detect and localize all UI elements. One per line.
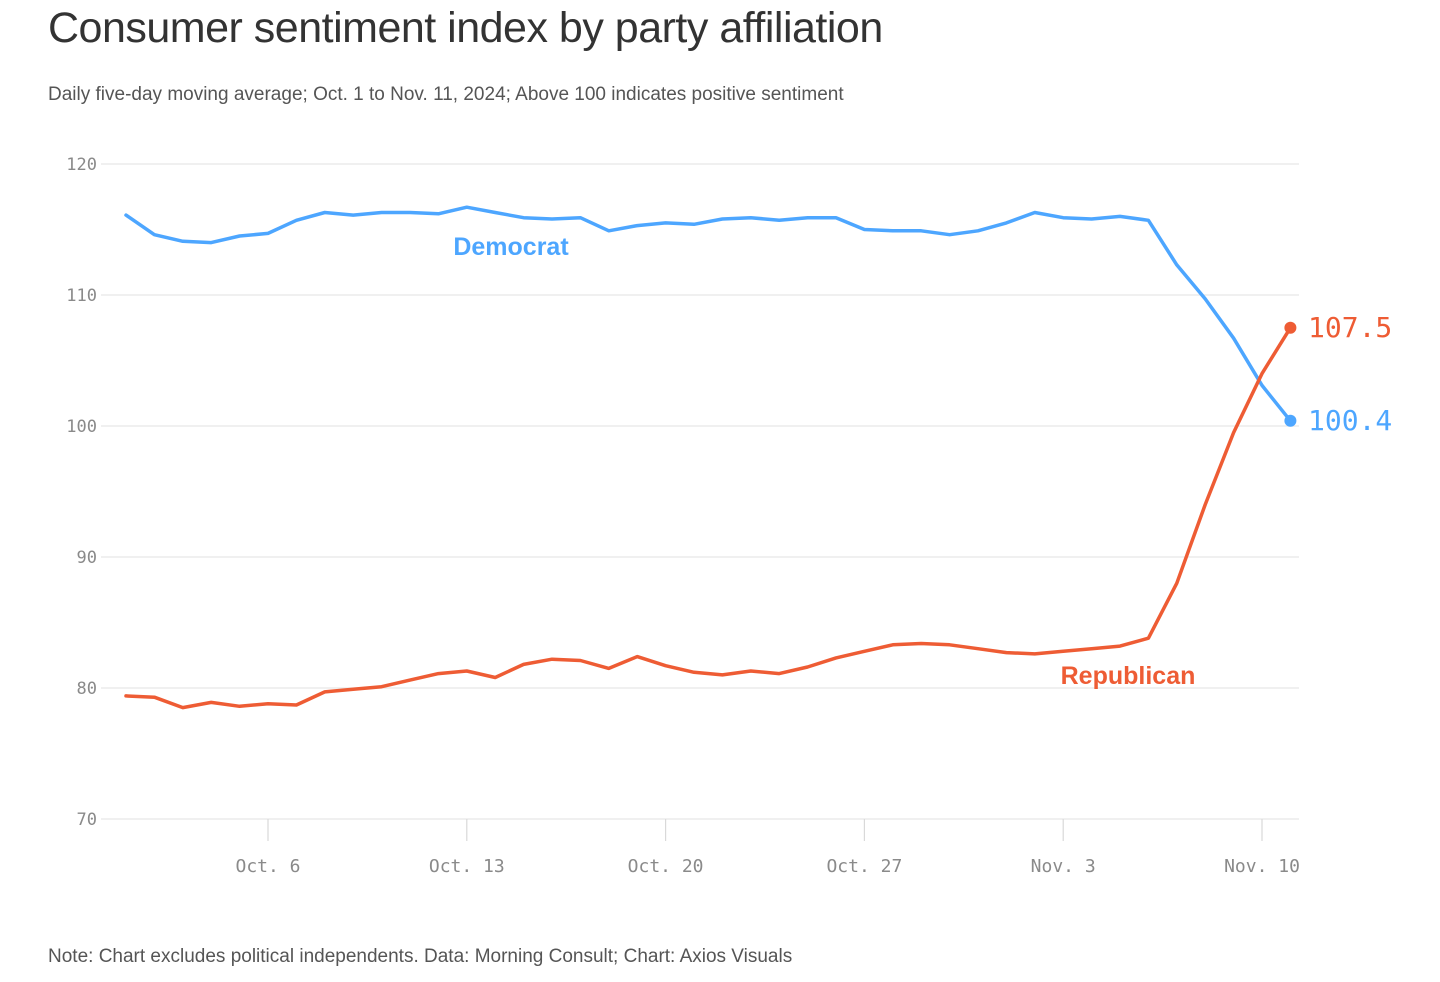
y-tick-label: 120 bbox=[66, 155, 97, 175]
series-lines bbox=[124, 205, 1297, 710]
x-tick-label: Nov. 3 bbox=[1031, 856, 1096, 877]
y-tick-label: 90 bbox=[77, 548, 97, 568]
republican-line bbox=[124, 326, 1293, 710]
y-tick-label: 70 bbox=[77, 810, 97, 830]
x-tick-label: Oct. 6 bbox=[235, 856, 300, 877]
x-tick-label: Oct. 27 bbox=[826, 856, 902, 877]
democrat-series-label: Democrat bbox=[453, 233, 569, 261]
republican-series-label: Republican bbox=[1061, 662, 1196, 690]
gridlines bbox=[101, 163, 1299, 820]
x-axis-ticks: Oct. 6 Oct. 13 Oct. 20 Oct. 27 Nov. 3 Nov. 10 bbox=[235, 819, 1300, 877]
series-labels: 100.4 Democrat 107.5 Republican bbox=[453, 233, 1392, 690]
democrat-end-label: 100.4 bbox=[1308, 404, 1392, 437]
republican-end-point bbox=[1284, 321, 1297, 334]
democrat-end-point bbox=[1284, 414, 1297, 427]
democrat-line bbox=[124, 205, 1293, 423]
x-tick-label: Oct. 13 bbox=[429, 856, 505, 877]
y-tick-label: 110 bbox=[66, 286, 97, 306]
republican-end-label: 107.5 bbox=[1308, 311, 1392, 344]
chart-title: Consumer sentiment index by party affili… bbox=[48, 4, 883, 52]
chart-note: Note: Chart excludes political independe… bbox=[48, 946, 793, 967]
y-tick-label: 100 bbox=[66, 417, 97, 437]
x-tick-label: Oct. 20 bbox=[628, 856, 704, 877]
x-tick-label: Nov. 10 bbox=[1224, 856, 1300, 877]
y-tick-label: 80 bbox=[77, 679, 97, 699]
y-axis-ticks: 120 110 100 90 80 70 bbox=[66, 155, 97, 830]
chart-subtitle: Daily five-day moving average; Oct. 1 to… bbox=[48, 84, 844, 105]
